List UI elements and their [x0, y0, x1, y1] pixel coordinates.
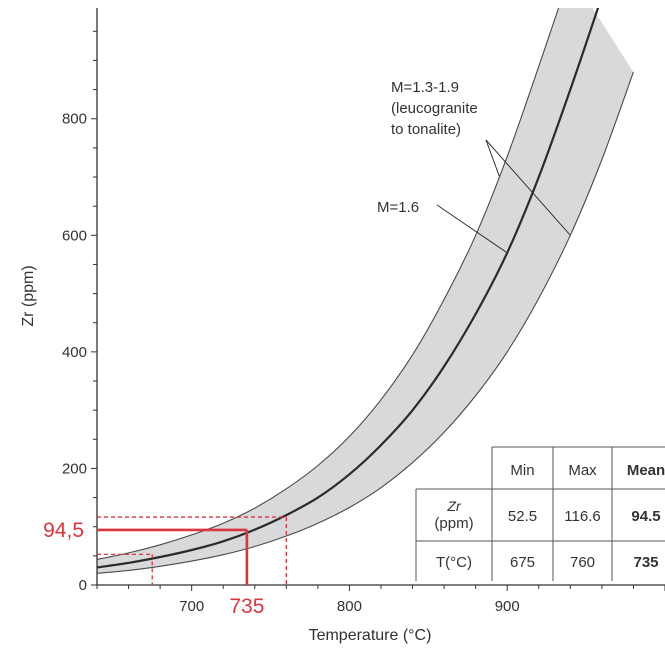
- zr-mean-label: 94,5: [43, 519, 84, 542]
- table-header-cell: Max: [568, 462, 597, 479]
- annotation-layer: M=1.3-1.9 (leucogranite to tonalite) M=1.6: [377, 79, 571, 254]
- band-upper-line: [97, 8, 560, 560]
- central-curve-line: [97, 8, 600, 569]
- x-tick-label: 800: [337, 598, 362, 615]
- y-axis-title: Zr (ppm): [20, 265, 37, 326]
- band-annotation-line: to tonalite): [391, 121, 461, 138]
- x-axis-title: Temperature (°C): [309, 627, 432, 644]
- table-value-cell: 116.6: [564, 508, 600, 525]
- band-leader-lower: [485, 139, 571, 236]
- table-value-cell: 52.5: [508, 508, 537, 525]
- table-header-cell: Mean: [627, 462, 665, 479]
- table-value-cell: 735: [633, 554, 658, 571]
- table-header-cell: Min: [510, 462, 534, 479]
- table-value-cell: 760: [570, 554, 595, 571]
- y-tick-label: 600: [62, 227, 87, 244]
- table-row-label: T(°C): [436, 554, 472, 571]
- table-header-background: [492, 447, 665, 489]
- table-row-label: Zr: [446, 498, 462, 514]
- table-value-cell: 675: [510, 554, 535, 571]
- y-tick-label: 400: [62, 344, 87, 361]
- table-row-label: (ppm): [434, 515, 473, 532]
- band-leader-upper: [485, 139, 500, 177]
- highlight-layer: 94,5 735: [43, 516, 287, 618]
- axes-layer: 0 200 400 600 800 700 800 900 Temperature (°C) Zr…: [20, 8, 665, 644]
- table-value-cell: 94.5: [631, 508, 660, 525]
- band-lower-line: [97, 71, 634, 574]
- t-mean-label: 735: [229, 595, 264, 618]
- summary-table: Min Max Mean Zr(ppm) 52.5 116.6 94.5 T(°C) 675 76…: [415, 446, 665, 581]
- central-annotation: M=1.6: [377, 199, 419, 216]
- table-background: [416, 489, 665, 581]
- x-tick-label: 700: [179, 598, 204, 615]
- band-annotation-line: M=1.3-1.9: [391, 79, 459, 96]
- band-annotation-line: (leucogranite: [391, 100, 478, 117]
- y-tick-label: 800: [62, 111, 87, 128]
- y-tick-label: 0: [79, 577, 87, 594]
- y-tick-label: 200: [62, 460, 87, 477]
- x-tick-label: 900: [495, 598, 520, 615]
- central-leader: [436, 204, 508, 254]
- curve-layer: [97, 8, 634, 574]
